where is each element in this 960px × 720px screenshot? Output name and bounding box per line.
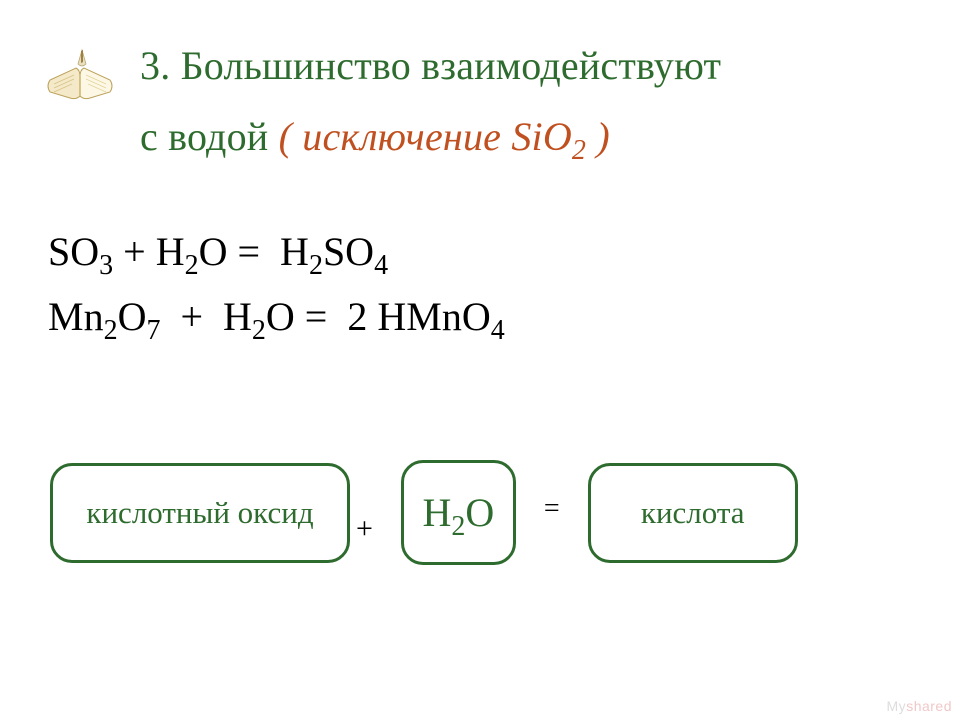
- box-h2o: Н2О: [401, 460, 516, 565]
- slide-title: 3. Большинство взаимодействуют с водой (…: [140, 42, 920, 160]
- reaction-scheme: кислотный оксид + Н2О = кислота: [50, 460, 798, 565]
- equation-1: SO3 + H2O = H2SO4: [48, 228, 505, 275]
- watermark: Мyshared: [887, 698, 952, 714]
- plus-sign: +: [356, 512, 373, 546]
- title-line-1: 3. Большинство взаимодействуют: [140, 42, 920, 89]
- title-line-2: с водой ( исключение SiO2 ): [140, 113, 920, 160]
- box-acid: кислота: [588, 463, 798, 563]
- equals-sign: =: [544, 493, 560, 525]
- equations-block: SO3 + H2O = H2SO4 Mn2O7 + H2O = 2 HMnO4: [48, 228, 505, 358]
- equation-2: Mn2O7 + H2O = 2 HMnO4: [48, 293, 505, 340]
- box-acidic-oxide: кислотный оксид: [50, 463, 350, 563]
- book-icon: [40, 48, 120, 108]
- slide: 3. Большинство взаимодействуют с водой (…: [0, 0, 960, 720]
